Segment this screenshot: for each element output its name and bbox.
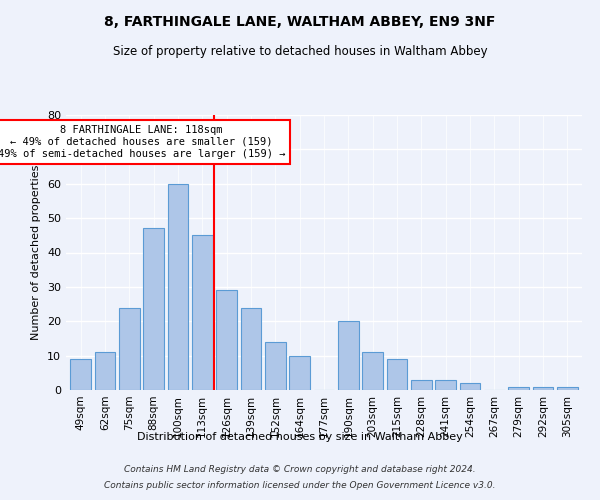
Bar xyxy=(362,352,383,390)
Text: Distribution of detached houses by size in Waltham Abbey: Distribution of detached houses by size … xyxy=(137,432,463,442)
Bar xyxy=(411,380,432,390)
Bar xyxy=(119,308,140,390)
Bar xyxy=(70,359,91,390)
Bar xyxy=(289,356,310,390)
Bar xyxy=(460,383,481,390)
Bar xyxy=(241,308,262,390)
Bar xyxy=(338,322,359,390)
Bar xyxy=(508,386,529,390)
Text: Size of property relative to detached houses in Waltham Abbey: Size of property relative to detached ho… xyxy=(113,45,487,58)
Y-axis label: Number of detached properties: Number of detached properties xyxy=(31,165,41,340)
Bar xyxy=(265,342,286,390)
Text: 8, FARTHINGALE LANE, WALTHAM ABBEY, EN9 3NF: 8, FARTHINGALE LANE, WALTHAM ABBEY, EN9 … xyxy=(104,15,496,29)
Bar xyxy=(436,380,456,390)
Text: 8 FARTHINGALE LANE: 118sqm
← 49% of detached houses are smaller (159)
49% of sem: 8 FARTHINGALE LANE: 118sqm ← 49% of deta… xyxy=(0,126,285,158)
Bar xyxy=(533,386,553,390)
Bar xyxy=(143,228,164,390)
Bar xyxy=(95,352,115,390)
Bar xyxy=(192,236,212,390)
Bar xyxy=(557,386,578,390)
Text: Contains HM Land Registry data © Crown copyright and database right 2024.: Contains HM Land Registry data © Crown c… xyxy=(124,466,476,474)
Bar xyxy=(386,359,407,390)
Bar xyxy=(167,184,188,390)
Text: Contains public sector information licensed under the Open Government Licence v3: Contains public sector information licen… xyxy=(104,480,496,490)
Bar xyxy=(216,290,237,390)
